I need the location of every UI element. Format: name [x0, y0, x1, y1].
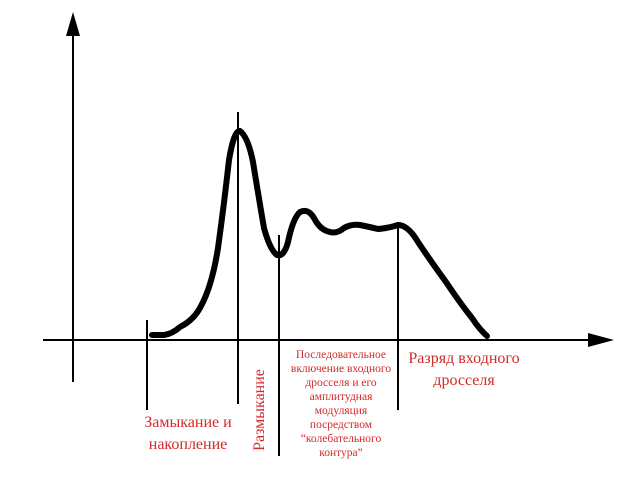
phase-label-line: контура” [319, 447, 363, 459]
phase-label-line: посредством [309, 419, 373, 431]
phase-label-closing-accumulation: Замыкание и накопление [128, 412, 248, 456]
phase-label-line: Разряд входного [408, 350, 520, 367]
phase-label-choke-discharge: Разряд входного дросселя [396, 348, 532, 392]
x-axis-arrow-icon [588, 333, 614, 347]
y-axis-arrow-icon [66, 12, 80, 36]
phase-label-series-connection: Последовательное включение входного дрос… [278, 348, 404, 460]
x-axis [43, 333, 614, 347]
phase-label-line: дросселя и его [305, 377, 377, 389]
phase-label-line: “колебательного [300, 433, 382, 445]
phase-label-line: включение входного [290, 363, 392, 375]
phase-label-line: Последовательное [295, 349, 387, 361]
phase-label-line: дросселя [433, 372, 495, 389]
phase-label-line: амплитудная [309, 391, 373, 403]
phase-label-line: Замыкание и [144, 414, 232, 431]
signal-curve [149, 128, 490, 339]
phase-label-line: накопление [148, 436, 228, 453]
phase-label-opening: Размыкание [251, 369, 268, 451]
y-axis [66, 12, 80, 382]
phase-label-line: модуляция [314, 405, 368, 417]
